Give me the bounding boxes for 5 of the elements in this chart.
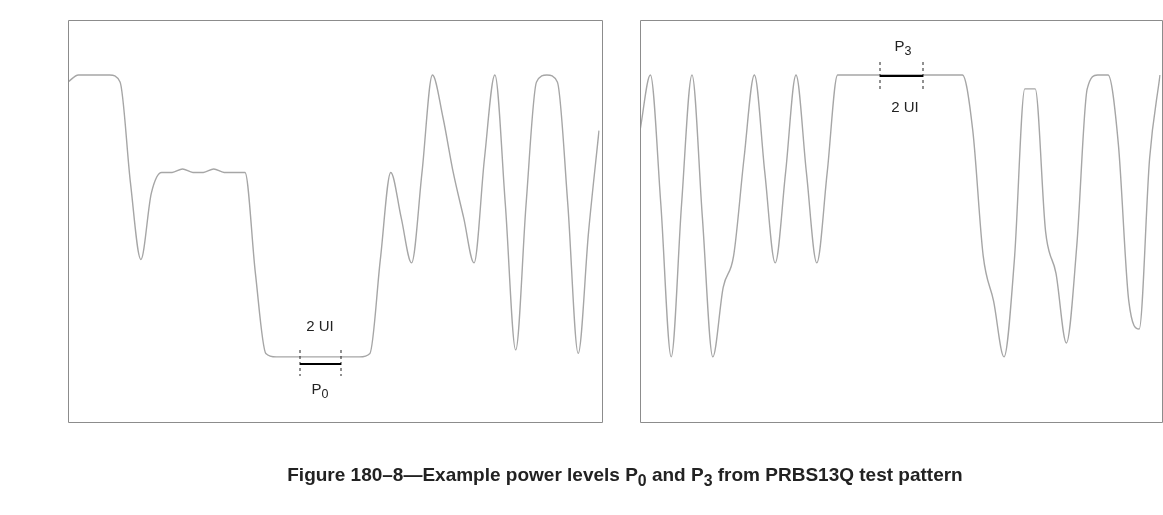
annotation: P$_{0}$ [310,379,330,403]
text: Figure 180–8—Example power levels P$_{0}$ and P$_{3}$ from PRBS13Q test pattern [286,464,964,490]
annotation: 2 UI [305,316,335,336]
text: P$_{3}$ [893,36,913,60]
annotation: 2 UI [890,97,920,117]
